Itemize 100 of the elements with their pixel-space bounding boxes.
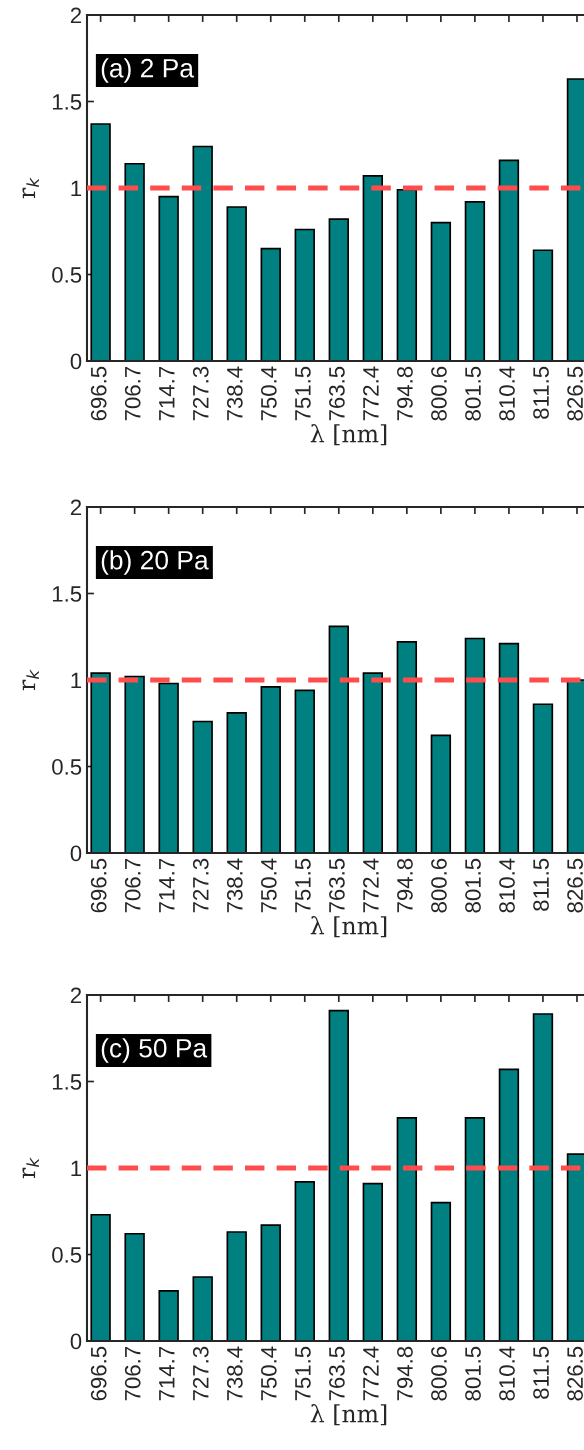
x-tick-label: 750.4 [260,366,277,421]
bar [362,175,384,361]
bar [260,686,281,853]
x-tick-label: 738.4 [226,1346,243,1401]
bar [396,1116,418,1341]
x-tick-label: 750.4 [260,858,277,913]
x-tick-label: 727.3 [192,858,209,913]
x-tick-label: 826.5 [567,366,583,421]
x-tick-label: 696.5 [90,858,107,913]
y-tick-label: 2 [70,499,82,516]
x-axis-title: λ [nm] [310,1404,387,1426]
x-tick-label: 810.4 [499,366,515,421]
x-tick-label: 801.5 [465,366,481,421]
x-tick-label: 714.7 [159,1346,175,1401]
x-tick-label: 800.6 [431,858,447,913]
bar [226,1231,247,1341]
y-tick-label: 1 [71,180,82,197]
x-tick-label: 772.4 [363,366,379,421]
bar [124,162,145,361]
bar [532,1013,554,1341]
x-tick-label: 727.3 [192,1346,209,1401]
x-axis-title: λ [nm] [310,916,387,938]
x-tick-label: 800.6 [431,1346,447,1401]
x-tick-label: 751.5 [295,1346,311,1401]
bar [532,249,554,361]
bar [192,1276,213,1341]
x-tick-label: 738.4 [226,366,243,421]
bar [328,218,349,361]
x-tick-label: 772.4 [363,1346,379,1401]
bar [498,1068,520,1341]
bar [464,1116,486,1341]
bar [464,637,486,853]
bar [328,625,349,853]
x-tick-label: 763.5 [329,858,345,913]
x-tick-label: 794.8 [397,366,413,421]
x-tick-label: 751.5 [295,858,311,913]
bar [430,734,452,853]
x-tick-label: 801.5 [465,858,481,913]
x-tick-label: 751.5 [295,366,311,421]
x-tick-label: 800.6 [431,366,447,421]
y-tick-label: 1.5 [52,586,82,602]
bar [124,675,145,853]
x-tick-label: 811.5 [533,1346,549,1399]
y-tick-label: 0.5 [52,267,82,283]
y-axis-title: r$_{k}$ [22,1157,39,1179]
bar [430,221,452,361]
bar [158,1289,179,1341]
x-tick-label: 696.5 [90,366,107,421]
x-tick-label: 794.8 [397,1346,413,1401]
text: (a) 2 Pa [101,58,194,83]
x-tick-label: 794.8 [397,858,413,913]
x-tick-label: 706.7 [124,366,141,421]
text: (b) 20 Pa [101,550,209,575]
bar [226,712,247,853]
bar [328,1009,349,1341]
x-tick-label: 810.4 [499,858,515,913]
x-axis-title: λ [nm] [310,424,387,446]
bar [396,188,418,361]
bar [90,672,111,853]
bar [294,689,315,853]
bar [192,145,213,361]
bar [294,1181,315,1341]
bar [90,1213,111,1341]
x-tick-label: 696.5 [90,1346,107,1401]
bar [90,123,111,361]
bar [260,1224,281,1341]
y-tick-label: 2 [70,987,82,1004]
x-tick-label: 826.5 [567,858,583,913]
bar [532,703,554,853]
bar [430,1201,452,1341]
y-tick-label: 2 [70,7,82,24]
bar [226,206,247,361]
bar [158,682,179,853]
bar [260,247,281,361]
y-tick-label: 1 [71,672,82,689]
y-tick-label: 0 [70,353,82,370]
x-tick-label: 826.5 [567,1346,583,1401]
y-tick-label: 1.5 [52,1074,82,1090]
x-tick-label: 763.5 [329,366,345,421]
y-tick-label: 1.5 [52,94,82,110]
x-tick-label: 811.5 [533,858,549,911]
y-tick-label: 0.5 [52,759,82,775]
y-tick-label: 0 [70,1333,82,1350]
y-tick-label: 0 [70,845,82,862]
x-tick-label: 811.5 [533,366,549,419]
x-tick-label: 772.4 [363,858,379,913]
x-tick-label: 750.4 [260,1346,277,1401]
bar [362,1182,384,1341]
y-axis-title: r$_{k}$ [22,669,39,691]
bar [294,228,315,361]
y-tick-label: 0.5 [52,1247,82,1263]
x-tick-label: 801.5 [465,1346,481,1401]
y-tick-label: 1 [71,1160,82,1177]
bar [362,672,384,853]
x-tick-label: 714.7 [159,366,175,421]
x-tick-label: 738.4 [226,858,243,913]
bar [158,195,179,361]
y-axis-title: r$_{k}$ [22,177,39,199]
bar [498,159,520,361]
x-tick-label: 763.5 [329,1346,345,1401]
